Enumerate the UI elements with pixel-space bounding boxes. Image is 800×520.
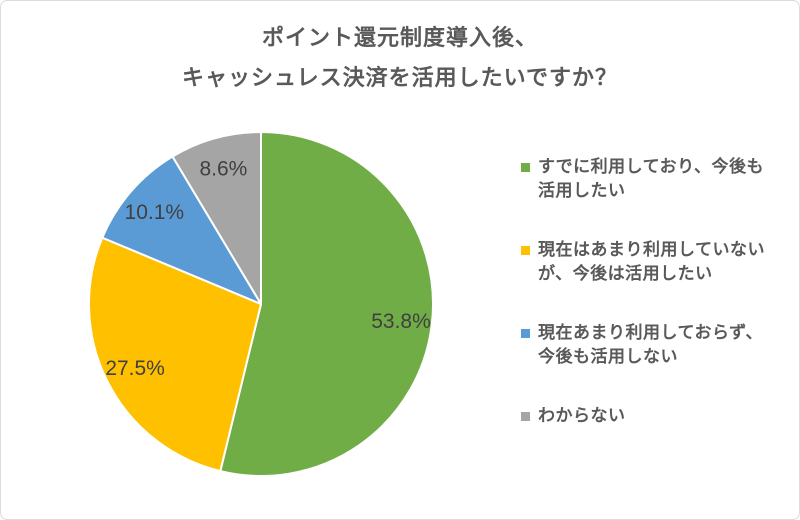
legend-swatch-icon <box>521 412 530 421</box>
legend-item-label: わからない <box>538 406 626 425</box>
legend-swatch-icon <box>521 163 530 172</box>
legend-item-3: わからない <box>521 404 783 428</box>
legend-item-1: 現在はあまり利用していない が、今後は活用したい <box>521 238 783 286</box>
pie-slice-0 <box>219 131 434 477</box>
pie-data-label-0: 53.8% <box>371 310 431 333</box>
pie-data-label-2: 10.1% <box>125 201 185 224</box>
legend-swatch-icon <box>521 246 530 255</box>
pie-slice-1 <box>88 236 262 473</box>
legend-item-label: 現在あまり利用しておらず、 今後も活用しない <box>538 323 763 366</box>
legend-item-label: すでに利用しており、今後も 活用したい <box>538 157 764 200</box>
pie-chart: 53.8% 27.5% 10.1% 8.6% <box>88 131 434 477</box>
legend-item-label: 現在はあまり利用していない が、今後は活用したい <box>538 240 765 283</box>
chart-title: ポイント還元制度導入後、 キャッシュレス決済を活用したいですか？ <box>182 25 618 90</box>
chart-legend: すでに利用しており、今後も 活用したい 現在はあまり利用していない が、今後は活用… <box>521 155 783 428</box>
pie-data-label-1: 27.5% <box>105 357 165 380</box>
legend-swatch-icon <box>521 329 530 338</box>
legend-item-0: すでに利用しており、今後も 活用したい <box>521 155 783 203</box>
pie-slice-3 <box>171 131 262 305</box>
pie-slice-2 <box>101 155 262 305</box>
legend-item-2: 現在あまり利用しておらず、 今後も活用しない <box>521 321 783 369</box>
pie-data-label-3: 8.6% <box>199 157 247 180</box>
